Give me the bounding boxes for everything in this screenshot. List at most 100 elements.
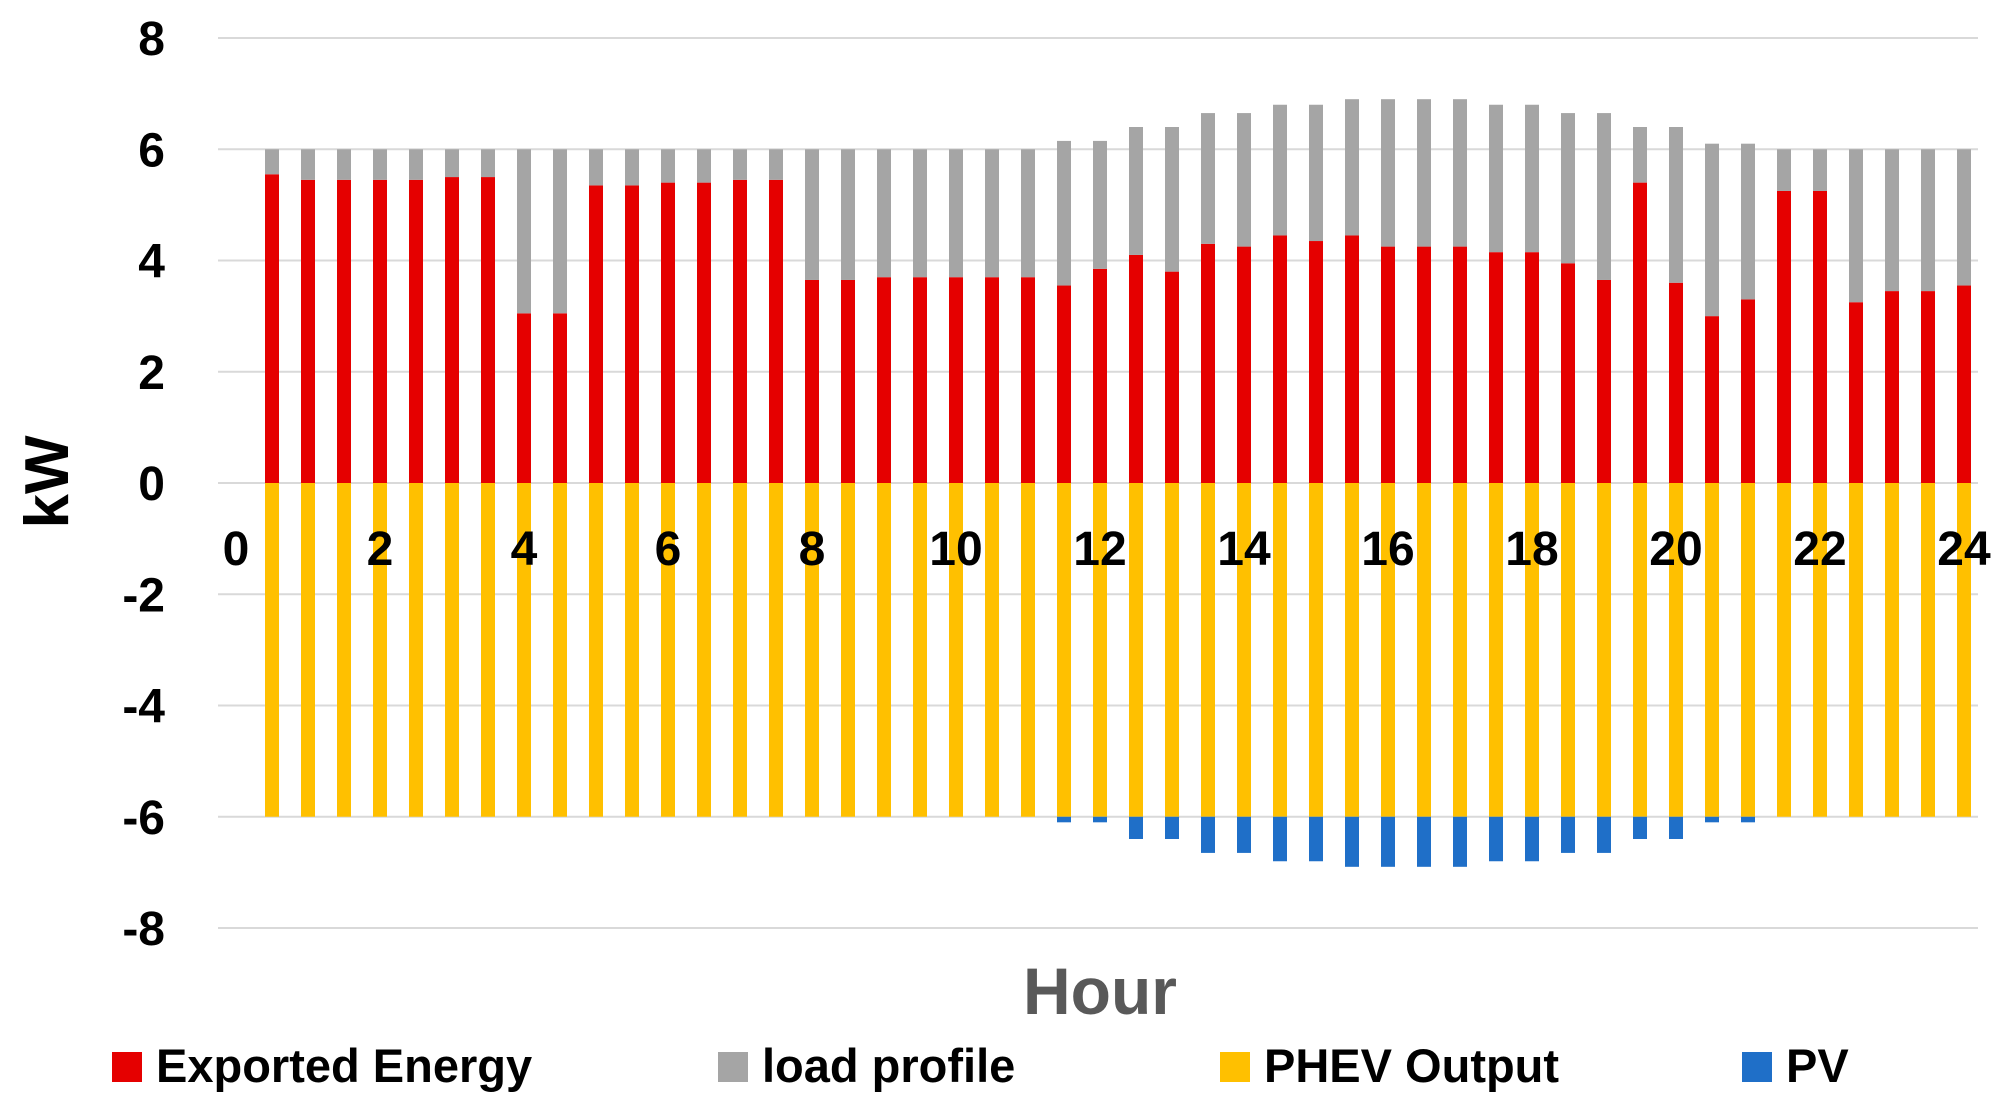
bar-exported-energy-1	[301, 179, 315, 483]
bar-load-profile-2.5	[409, 149, 423, 180]
bar-exported-energy-11.5	[1057, 285, 1071, 483]
bar-pv-13.5	[1201, 816, 1215, 853]
bar-phev-output-6.5	[697, 483, 711, 817]
bar-pv-12	[1093, 816, 1107, 823]
y-tick-label: 8	[138, 13, 165, 66]
legend: Exported Energy load profile PHEV Output PV	[112, 1039, 1849, 1092]
y-tick-label: -6	[122, 792, 165, 845]
bar-load-profile-4.5	[553, 149, 567, 314]
bar-load-profile-13	[1165, 127, 1179, 272]
bar-load-profile-5.5	[625, 149, 639, 186]
bar-load-profile-23	[1885, 149, 1899, 292]
bar-load-profile-15	[1309, 104, 1323, 242]
x-tick-label: 16	[1361, 523, 1414, 576]
bar-phev-output-16	[1381, 483, 1395, 817]
bar-exported-energy-12	[1093, 268, 1107, 483]
bar-pv-17	[1453, 816, 1467, 867]
bar-pv-19.5	[1633, 816, 1647, 839]
bar-phev-output-24	[1957, 483, 1971, 817]
bar-exported-energy-8	[805, 279, 819, 483]
bar-pv-15	[1309, 816, 1323, 862]
bar-exported-energy-19	[1597, 279, 1611, 483]
x-axis-ticks: 0 2 4 6 8 10 12 14 16 18 20 22 24	[223, 523, 1991, 576]
bar-series	[265, 99, 1971, 867]
bar-exported-energy-6	[661, 182, 675, 483]
legend-swatch-phev-output	[1220, 1052, 1250, 1082]
bar-exported-energy-8.5	[841, 279, 855, 483]
bar-load-profile-8	[805, 149, 819, 280]
bar-phev-output-21.5	[1777, 483, 1791, 817]
bar-exported-energy-0.5	[265, 174, 279, 483]
x-tick-label: 4	[511, 523, 538, 576]
bar-load-profile-16.5	[1417, 99, 1431, 247]
bar-exported-energy-18.5	[1561, 263, 1575, 483]
bar-phev-output-10.5	[985, 483, 999, 817]
bar-exported-energy-13.5	[1201, 243, 1215, 483]
bar-phev-output-5	[589, 483, 603, 817]
legend-label-pv: PV	[1786, 1039, 1849, 1092]
x-tick-label: 8	[799, 523, 826, 576]
bar-exported-energy-3.5	[481, 177, 495, 483]
bar-exported-energy-3	[445, 177, 459, 483]
bar-load-profile-21	[1741, 143, 1755, 300]
bar-load-profile-20	[1669, 127, 1683, 283]
bar-exported-energy-10	[949, 277, 963, 483]
bar-phev-output-4	[517, 483, 531, 817]
bar-pv-18.5	[1561, 816, 1575, 853]
bar-load-profile-24	[1957, 149, 1971, 286]
bar-load-profile-14	[1237, 113, 1251, 247]
bar-pv-19	[1597, 816, 1611, 853]
bar-phev-output-11	[1021, 483, 1035, 817]
bar-pv-11.5	[1057, 816, 1071, 823]
bar-phev-output-8.5	[841, 483, 855, 817]
bar-phev-output-1	[301, 483, 315, 817]
bar-load-profile-5	[589, 149, 603, 186]
bar-phev-output-5.5	[625, 483, 639, 817]
bar-exported-energy-9	[877, 277, 891, 483]
bar-phev-output-11.5	[1057, 483, 1071, 817]
bar-exported-energy-5.5	[625, 185, 639, 483]
bar-exported-energy-2.5	[409, 179, 423, 483]
bar-exported-energy-1.5	[337, 179, 351, 483]
bar-phev-output-4.5	[553, 483, 567, 817]
bar-exported-energy-20	[1669, 282, 1683, 483]
bar-phev-output-0.5	[265, 483, 279, 817]
bar-phev-output-1.5	[337, 483, 351, 817]
bar-load-profile-6	[661, 149, 675, 183]
bar-exported-energy-10.5	[985, 277, 999, 483]
legend-swatch-exported-energy	[112, 1052, 142, 1082]
bar-load-profile-0.5	[265, 149, 279, 175]
bar-pv-20.5	[1705, 816, 1719, 823]
x-tick-label: 12	[1073, 523, 1126, 576]
bar-exported-energy-15.5	[1345, 235, 1359, 483]
bar-pv-21	[1741, 816, 1755, 823]
bar-load-profile-7	[733, 149, 747, 180]
bar-load-profile-17	[1453, 99, 1467, 247]
bar-phev-output-23	[1885, 483, 1899, 817]
bar-exported-energy-18	[1525, 252, 1539, 483]
bar-pv-13	[1165, 816, 1179, 839]
bar-exported-energy-5	[589, 185, 603, 483]
legend-label-exported-energy: Exported Energy	[156, 1039, 532, 1092]
bar-phev-output-18.5	[1561, 483, 1575, 817]
bar-exported-energy-2	[373, 179, 387, 483]
bar-load-profile-3.5	[481, 149, 495, 178]
bar-exported-energy-12.5	[1129, 254, 1143, 483]
bar-exported-energy-16	[1381, 246, 1395, 483]
bar-phev-output-2.5	[409, 483, 423, 817]
bar-pv-17.5	[1489, 816, 1503, 862]
x-tick-label: 2	[367, 523, 394, 576]
x-tick-label: 18	[1505, 523, 1558, 576]
bar-load-profile-13.5	[1201, 113, 1215, 244]
bar-exported-energy-23.5	[1921, 291, 1935, 483]
legend-swatch-load-profile	[718, 1052, 748, 1082]
legend-label-load-profile: load profile	[762, 1039, 1015, 1092]
x-tick-label: 0	[223, 523, 250, 576]
bar-exported-energy-22	[1813, 190, 1827, 483]
bar-load-profile-11	[1021, 149, 1035, 278]
y-tick-label: 6	[138, 124, 165, 177]
bar-exported-energy-14	[1237, 246, 1251, 483]
legend-label-phev-output: PHEV Output	[1264, 1039, 1559, 1092]
x-tick-label: 24	[1937, 523, 1991, 576]
bar-load-profile-11.5	[1057, 140, 1071, 286]
